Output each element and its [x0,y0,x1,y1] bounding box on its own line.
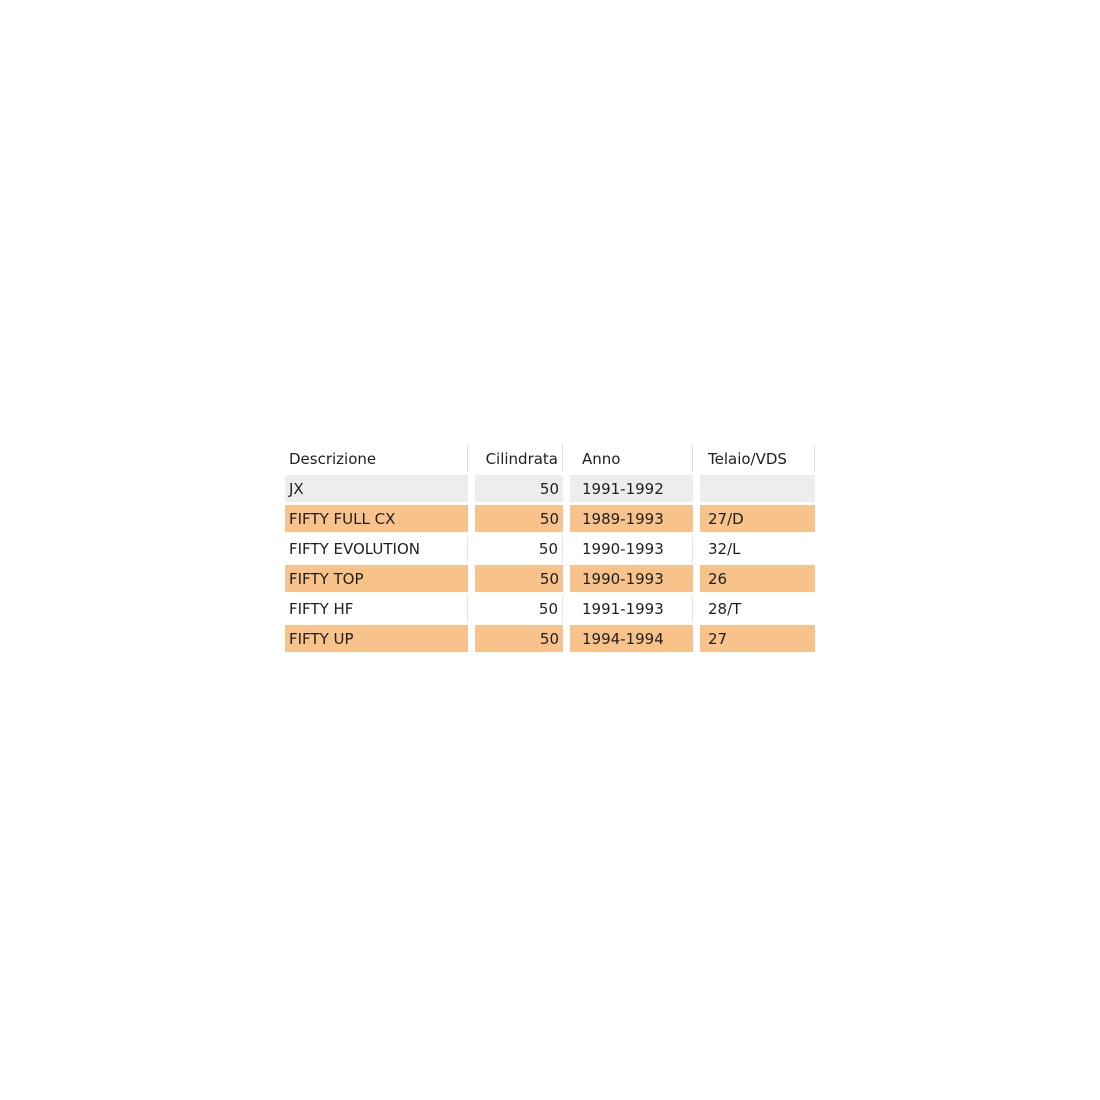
table-row[interactable]: JX 50 1991-1992 [285,475,815,502]
column-header-cilindrata: Cilindrata [475,445,563,472]
cell-telaio-vds [700,475,815,502]
column-header-telaio-vds: Telaio/VDS [700,445,815,472]
table-row[interactable]: FIFTY EVOLUTION 50 1990-1993 32/L [285,535,815,562]
cell-telaio-vds: 28/T [700,595,815,622]
table-header-row: Descrizione Cilindrata Anno Telaio/VDS [285,445,815,472]
cell-cilindrata: 50 [475,565,563,592]
models-table: Descrizione Cilindrata Anno Telaio/VDS J… [285,445,815,652]
cell-anno: 1989-1993 [570,505,693,532]
cell-descrizione: FIFTY HF [285,595,468,622]
cell-anno: 1990-1993 [570,565,693,592]
cell-telaio-vds: 27 [700,625,815,652]
table-row[interactable]: FIFTY TOP 50 1990-1993 26 [285,565,815,592]
cell-anno: 1991-1993 [570,595,693,622]
cell-telaio-vds: 32/L [700,535,815,562]
cell-telaio-vds: 26 [700,565,815,592]
cell-cilindrata: 50 [475,505,563,532]
cell-telaio-vds: 27/D [700,505,815,532]
cell-descrizione: FIFTY FULL CX [285,505,468,532]
cell-descrizione: FIFTY UP [285,625,468,652]
column-header-anno: Anno [570,445,693,472]
cell-anno: 1994-1994 [570,625,693,652]
column-header-descrizione: Descrizione [285,445,468,472]
table-row[interactable]: FIFTY UP 50 1994-1994 27 [285,625,815,652]
table-row[interactable]: FIFTY HF 50 1991-1993 28/T [285,595,815,622]
cell-cilindrata: 50 [475,595,563,622]
cell-cilindrata: 50 [475,475,563,502]
cell-descrizione: FIFTY TOP [285,565,468,592]
cell-cilindrata: 50 [475,535,563,562]
cell-anno: 1990-1993 [570,535,693,562]
cell-anno: 1991-1992 [570,475,693,502]
cell-cilindrata: 50 [475,625,563,652]
cell-descrizione: JX [285,475,468,502]
table-row[interactable]: FIFTY FULL CX 50 1989-1993 27/D [285,505,815,532]
cell-descrizione: FIFTY EVOLUTION [285,535,468,562]
